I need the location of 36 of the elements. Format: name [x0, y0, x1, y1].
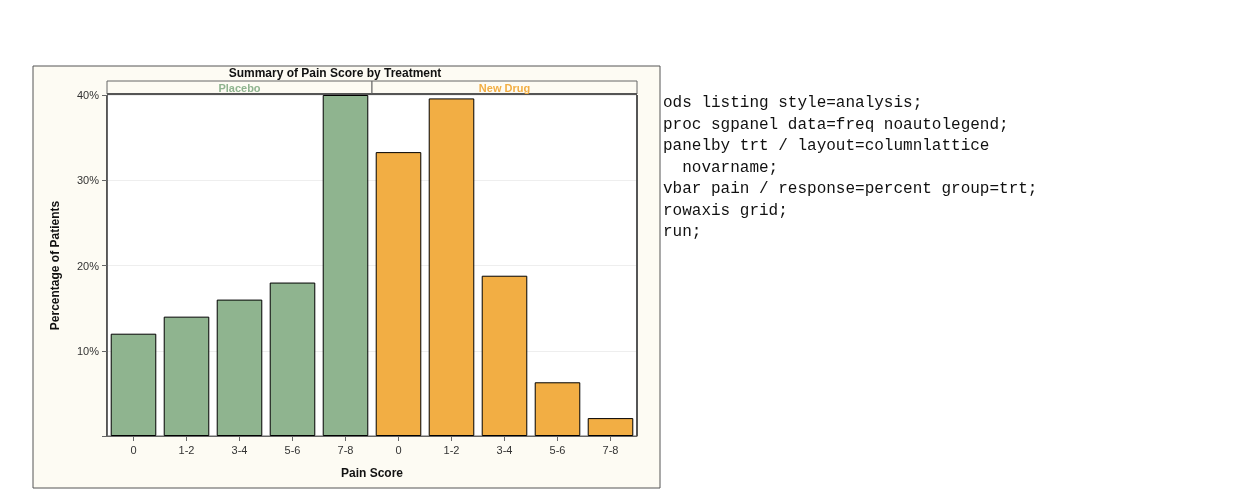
bar [534, 382, 581, 436]
y-axis-title: Percentage of Patients [48, 200, 62, 331]
y-tick-label: 40% [76, 89, 100, 101]
text: rowaxis grid; [663, 201, 788, 220]
y-tick-label: 10% [76, 344, 100, 357]
text: vbar pain / response=percent group=trt; [663, 180, 1038, 198]
bar [481, 275, 528, 436]
x-tick-label: 7-8 [337, 443, 354, 456]
text: run; [663, 223, 702, 241]
chart-title: Summary of Pain Score by Treatment [228, 66, 442, 80]
y-tick-label: 20% [76, 259, 100, 272]
bar [216, 299, 263, 436]
text: novarname; [663, 158, 779, 177]
x-tick-label: 0 [130, 443, 137, 456]
bar [322, 95, 369, 436]
bar [428, 98, 475, 436]
bar [163, 316, 210, 436]
text: proc sgpanel data=freq noautolegend; [663, 115, 1009, 134]
text: ods listing style=analysis; [663, 94, 923, 112]
text: Placebo [218, 81, 261, 94]
x-tick-label: 7-8 [602, 443, 619, 456]
bar [110, 333, 157, 436]
bar [375, 152, 422, 436]
x-tick-label: 5-6 [549, 443, 566, 456]
bar [587, 418, 634, 436]
text: panelby trt / layout=columnlattice [663, 137, 990, 155]
x-tick-label: 3-4 [231, 443, 248, 456]
bar [269, 282, 316, 436]
x-axis-title: Pain Score [340, 466, 404, 480]
y-tick-label: 30% [76, 174, 100, 187]
x-tick-label: 1-2 [178, 443, 195, 456]
x-tick-label: 1-2 [443, 443, 460, 456]
series-label: New Drug [478, 81, 531, 94]
x-tick-label: 0 [395, 443, 402, 456]
x-tick-label: 5-6 [284, 443, 301, 456]
x-tick-label: 3-4 [496, 443, 513, 456]
